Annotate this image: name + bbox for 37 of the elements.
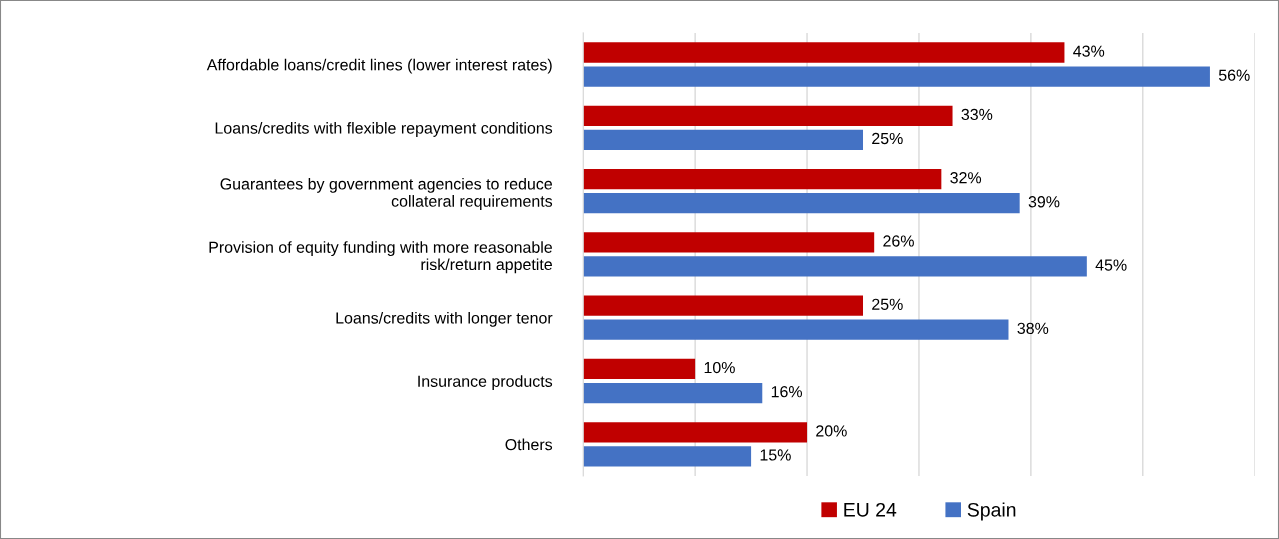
bar — [583, 42, 1065, 63]
bar — [583, 382, 763, 404]
y-tick-label: Provision of equity funding with more reasonable risk/return appetite — [209, 241, 552, 274]
data-label: 32% — [950, 172, 982, 184]
bar — [583, 446, 752, 467]
y-tick-label: Insurance products — [418, 375, 553, 391]
y-tick-label: Affordable loans/credit lines (lower interest rates) — [206, 58, 552, 74]
data-label: 56% — [1218, 69, 1250, 81]
data-label: 25% — [872, 132, 903, 145]
bar — [583, 168, 942, 190]
data-label: 45% — [1095, 259, 1127, 271]
bar — [583, 193, 1020, 214]
data-label: 25% — [872, 298, 903, 310]
y-tick-label: Guarantees by government agencies to reduce collateral requirements — [220, 177, 553, 210]
data-label: 15% — [760, 449, 791, 461]
bar — [583, 232, 875, 253]
y-tick-label: Loans/credits with flexible repayment conditions — [215, 122, 553, 137]
bar — [583, 295, 864, 316]
bar — [583, 358, 696, 380]
y-tick-label: Others — [505, 438, 553, 451]
data-label: 16% — [771, 386, 803, 398]
data-label: 43% — [1073, 45, 1105, 57]
data-label: 38% — [1017, 322, 1049, 335]
legend-label: Spain — [967, 502, 1016, 521]
data-label: 20% — [816, 425, 847, 437]
bar — [583, 66, 1210, 87]
data-label: 39% — [1028, 196, 1060, 208]
y-tick-label: Loans/credits with longer tenor — [336, 311, 553, 327]
data-label: 10% — [704, 361, 735, 374]
bar — [583, 256, 1087, 277]
bar — [583, 319, 1009, 340]
data-label: 26% — [883, 235, 914, 247]
data-label: 33% — [961, 108, 993, 121]
bar — [583, 129, 864, 150]
legend-label: EU 24 — [844, 502, 897, 517]
bar — [583, 422, 808, 443]
bar — [583, 105, 953, 126]
